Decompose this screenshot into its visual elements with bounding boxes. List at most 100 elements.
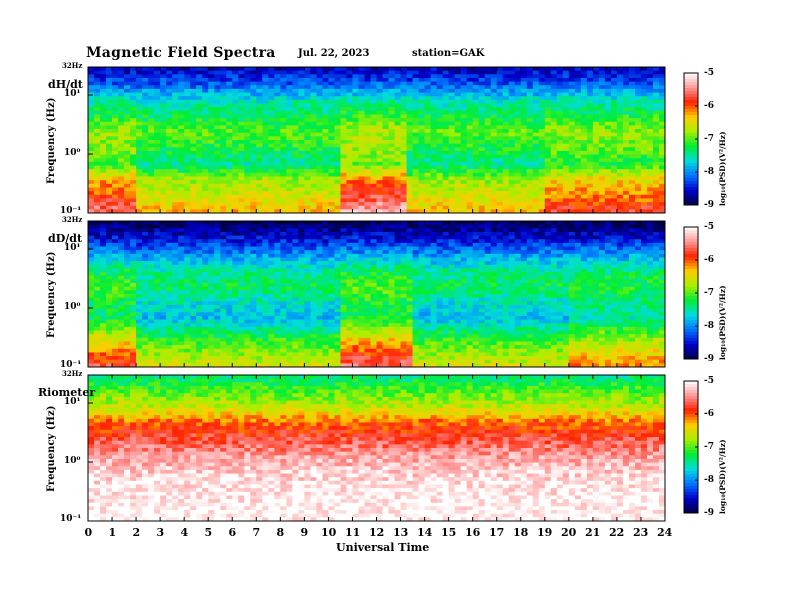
heatmap-cell	[640, 231, 648, 236]
heatmap-cell	[208, 77, 215, 82]
heatmap-cell	[142, 231, 149, 236]
heatmap-cell	[112, 202, 119, 207]
heatmap-cell	[604, 246, 612, 251]
heatmap-cell	[586, 172, 594, 177]
heatmap-cell	[160, 187, 167, 192]
heatmap-cell	[478, 228, 486, 233]
heatmap-cell	[502, 147, 510, 152]
heatmap-cell	[544, 198, 552, 203]
heatmap-cell	[490, 161, 498, 166]
heatmap-cell	[376, 194, 383, 199]
heatmap-cell	[298, 99, 305, 104]
heatmap-cell	[646, 250, 654, 255]
heatmap-cell	[562, 187, 570, 192]
heatmap-cell	[532, 205, 540, 210]
heatmap-cell	[388, 224, 395, 229]
heatmap-cell	[280, 136, 287, 141]
heatmap-cell	[298, 132, 305, 137]
heatmap-cell	[310, 150, 317, 155]
heatmap-cell	[352, 165, 359, 170]
heatmap-cell	[586, 205, 594, 210]
heatmap-cell	[112, 231, 119, 236]
heatmap-cell	[418, 169, 425, 174]
heatmap-cell	[298, 81, 305, 86]
heatmap-cell	[544, 187, 552, 192]
heatmap-cell	[388, 221, 395, 226]
heatmap-cell	[112, 239, 119, 244]
heatmap-cell	[658, 253, 666, 258]
heatmap-cell	[202, 202, 209, 207]
heatmap-cell	[646, 198, 654, 203]
heatmap-cell	[472, 147, 480, 152]
heatmap-cell	[220, 107, 227, 112]
heatmap-cell	[484, 103, 492, 108]
heatmap-cell	[274, 198, 281, 203]
heatmap-cell	[520, 147, 528, 152]
heatmap-cell	[454, 198, 462, 203]
heatmap-cell	[496, 70, 504, 75]
heatmap-cell	[94, 176, 101, 181]
heatmap-cell	[232, 125, 239, 130]
heatmap-cell	[574, 172, 582, 177]
heatmap-cell	[442, 88, 450, 93]
heatmap-cell	[622, 161, 630, 166]
heatmap-cell	[442, 161, 450, 166]
heatmap-cell	[406, 107, 413, 112]
heatmap-cell	[352, 110, 359, 115]
heatmap-cell	[622, 92, 630, 97]
heatmap-cell	[280, 158, 287, 163]
heatmap-cell	[142, 165, 149, 170]
heatmap-cell	[484, 191, 492, 196]
colorbar-swatch	[684, 202, 698, 206]
heatmap-cell	[202, 110, 209, 115]
heatmap-cell	[262, 99, 269, 104]
heatmap-cell	[526, 191, 534, 196]
heatmap-cell	[610, 161, 618, 166]
heatmap-cell	[466, 242, 474, 247]
heatmap-cell	[202, 221, 209, 226]
heatmap-cell	[340, 114, 347, 119]
heatmap-cell	[328, 202, 335, 207]
heatmap-cell	[556, 67, 564, 72]
heatmap-cell	[406, 257, 413, 262]
heatmap-cell	[382, 242, 389, 247]
heatmap-cell	[484, 231, 492, 236]
heatmap-cell	[454, 96, 462, 101]
heatmap-cell	[616, 194, 624, 199]
heatmap-cell	[544, 107, 552, 112]
heatmap-cell	[352, 169, 359, 174]
heatmap-cell	[112, 99, 119, 104]
heatmap-cell	[634, 246, 642, 251]
heatmap-cell	[448, 77, 456, 82]
heatmap-cell	[268, 246, 275, 251]
heatmap-cell	[412, 235, 419, 240]
heatmap-cell	[292, 202, 299, 207]
heatmap-cell	[436, 235, 444, 240]
heatmap-cell	[454, 257, 462, 262]
heatmap-cell	[262, 194, 269, 199]
heatmap-cell	[532, 74, 540, 79]
heatmap-cell	[358, 103, 365, 108]
heatmap-cell	[190, 147, 197, 152]
heatmap-cell	[328, 88, 335, 93]
heatmap-cell	[628, 205, 636, 210]
heatmap-cell	[544, 121, 552, 126]
heatmap-cell	[472, 257, 480, 262]
heatmap-cell	[598, 158, 606, 163]
heatmap-cell	[448, 85, 456, 90]
heatmap-cell	[262, 143, 269, 148]
heatmap-cell	[424, 107, 431, 112]
colorbar-swatch	[684, 88, 698, 92]
heatmap-cell	[406, 158, 413, 163]
heatmap-cell	[370, 154, 377, 159]
heatmap-cell	[190, 129, 197, 134]
heatmap-cell	[406, 242, 413, 247]
heatmap-cell	[322, 231, 329, 236]
heatmap-cell	[484, 221, 492, 226]
heatmap-cell	[106, 67, 113, 72]
heatmap-cell	[550, 198, 558, 203]
heatmap-cell	[628, 140, 636, 145]
heatmap-cell	[178, 150, 185, 155]
heatmap-cell	[640, 125, 648, 130]
heatmap-cell	[448, 228, 456, 233]
